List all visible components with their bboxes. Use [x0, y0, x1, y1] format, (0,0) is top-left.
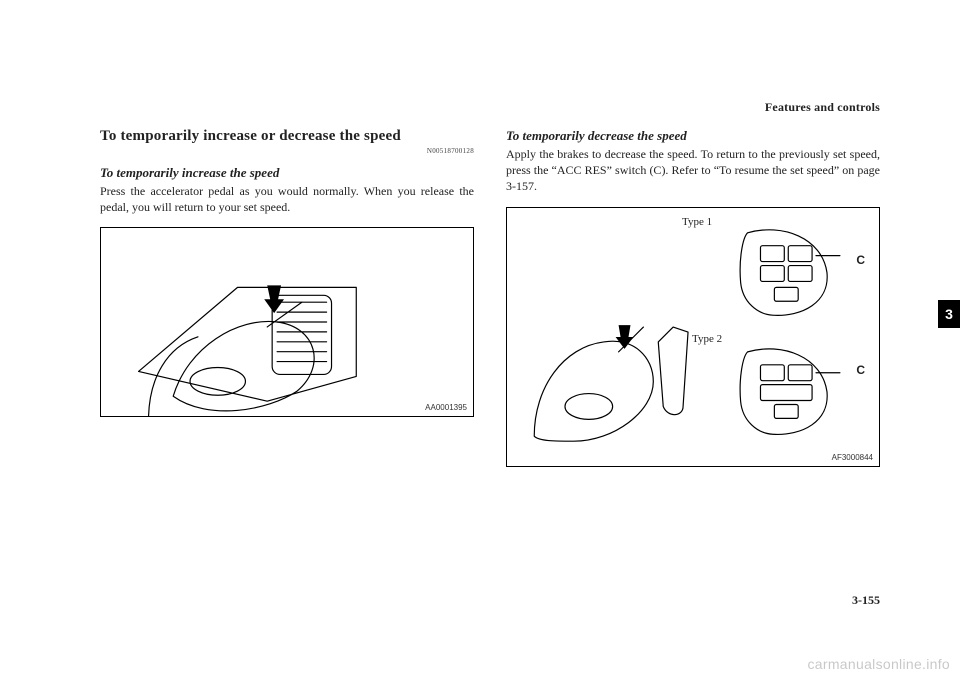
- running-header: Features and controls: [765, 100, 880, 115]
- label-type-1: Type 1: [682, 216, 712, 228]
- paragraph-increase: Press the accelerator pedal as you would…: [100, 183, 474, 215]
- figure-brake-and-switch: Type 1 C Type 2 C: [506, 207, 880, 467]
- down-arrow-icon: [264, 286, 284, 314]
- reference-code: N00518700128: [100, 147, 474, 155]
- paragraph-decrease: Apply the brakes to decrease the speed. …: [506, 146, 880, 195]
- watermark: carmanualsonline.info: [808, 656, 951, 672]
- pedal-foot-illustration: [101, 228, 473, 416]
- figure-accelerator-pedal: AA0001395: [100, 227, 474, 417]
- left-column: To temporarily increase or decrease the …: [100, 128, 474, 467]
- right-column: To temporarily decrease the speed Apply …: [506, 128, 880, 467]
- two-column-layout: To temporarily increase or decrease the …: [100, 128, 880, 467]
- page-number: 3-155: [852, 593, 880, 608]
- manual-page: Features and controls To temporarily inc…: [0, 0, 960, 678]
- label-c-bottom: C: [856, 363, 865, 377]
- chapter-tab: 3: [938, 300, 960, 328]
- label-type-2: Type 2: [692, 333, 722, 345]
- figure-code: AF3000844: [832, 453, 873, 462]
- section-heading: To temporarily increase or decrease the …: [100, 128, 474, 145]
- figure-code: AA0001395: [425, 403, 467, 412]
- subheading-decrease: To temporarily decrease the speed: [506, 128, 880, 144]
- label-c-top: C: [856, 253, 865, 267]
- subheading-increase: To temporarily increase the speed: [100, 165, 474, 181]
